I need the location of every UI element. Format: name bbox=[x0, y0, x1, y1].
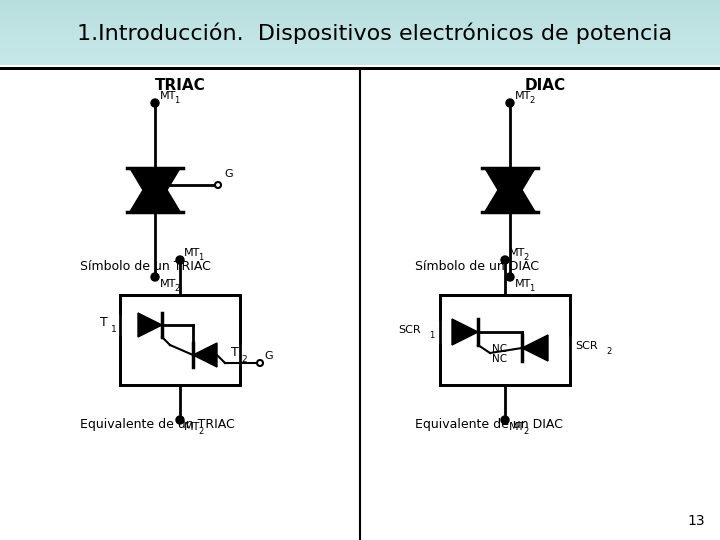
Polygon shape bbox=[130, 168, 180, 210]
Text: MT: MT bbox=[509, 422, 526, 432]
Text: 2: 2 bbox=[241, 354, 247, 363]
Polygon shape bbox=[485, 170, 535, 212]
Text: 2: 2 bbox=[523, 253, 528, 262]
Text: 2: 2 bbox=[198, 427, 203, 436]
Circle shape bbox=[506, 99, 514, 107]
Text: G: G bbox=[264, 351, 273, 361]
Circle shape bbox=[176, 256, 184, 264]
Text: 2: 2 bbox=[529, 96, 534, 105]
Text: SCR: SCR bbox=[575, 341, 598, 351]
Text: NC: NC bbox=[492, 354, 507, 364]
Text: MT: MT bbox=[515, 279, 531, 289]
Text: G: G bbox=[224, 169, 233, 179]
Text: MT: MT bbox=[515, 91, 531, 101]
Text: 1: 1 bbox=[111, 325, 117, 334]
Text: MT: MT bbox=[160, 279, 176, 289]
Text: 1: 1 bbox=[429, 332, 434, 341]
Text: TRIAC: TRIAC bbox=[155, 78, 205, 92]
Text: Equivalente de un TRIAC: Equivalente de un TRIAC bbox=[80, 418, 235, 431]
Text: 1: 1 bbox=[529, 284, 534, 293]
Circle shape bbox=[151, 99, 159, 107]
Text: Símbolo de un TRIAC: Símbolo de un TRIAC bbox=[80, 260, 211, 273]
Text: 1.Introducción.  Dispositivos electrónicos de potencia: 1.Introducción. Dispositivos electrónico… bbox=[78, 22, 672, 44]
Text: 2: 2 bbox=[523, 427, 528, 436]
Text: 2: 2 bbox=[174, 284, 179, 293]
Circle shape bbox=[501, 256, 509, 264]
Text: Símbolo de un DIAC: Símbolo de un DIAC bbox=[415, 260, 539, 273]
Text: MT: MT bbox=[184, 248, 200, 258]
Text: 1: 1 bbox=[198, 253, 203, 262]
Polygon shape bbox=[522, 335, 548, 361]
Circle shape bbox=[215, 182, 221, 188]
Text: DIAC: DIAC bbox=[524, 78, 566, 92]
Polygon shape bbox=[130, 170, 180, 212]
Text: Equivalente de un DIAC: Equivalente de un DIAC bbox=[415, 418, 563, 431]
Circle shape bbox=[176, 416, 184, 424]
Text: 1: 1 bbox=[174, 96, 179, 105]
Polygon shape bbox=[193, 343, 217, 367]
Text: NC: NC bbox=[492, 344, 507, 354]
Text: T: T bbox=[100, 316, 108, 329]
Text: MT: MT bbox=[184, 422, 200, 432]
Bar bbox=[440, 295, 570, 385]
Text: T: T bbox=[231, 347, 239, 360]
Text: 2: 2 bbox=[606, 348, 611, 356]
Polygon shape bbox=[485, 168, 535, 210]
Polygon shape bbox=[138, 313, 162, 337]
Text: 13: 13 bbox=[688, 514, 705, 528]
Text: MT: MT bbox=[160, 91, 176, 101]
Circle shape bbox=[506, 273, 514, 281]
Bar bbox=[120, 295, 240, 385]
Text: SCR: SCR bbox=[398, 325, 420, 335]
Circle shape bbox=[151, 273, 159, 281]
Polygon shape bbox=[452, 319, 478, 345]
Circle shape bbox=[257, 360, 263, 366]
Text: MT: MT bbox=[509, 248, 526, 258]
Circle shape bbox=[501, 416, 509, 424]
